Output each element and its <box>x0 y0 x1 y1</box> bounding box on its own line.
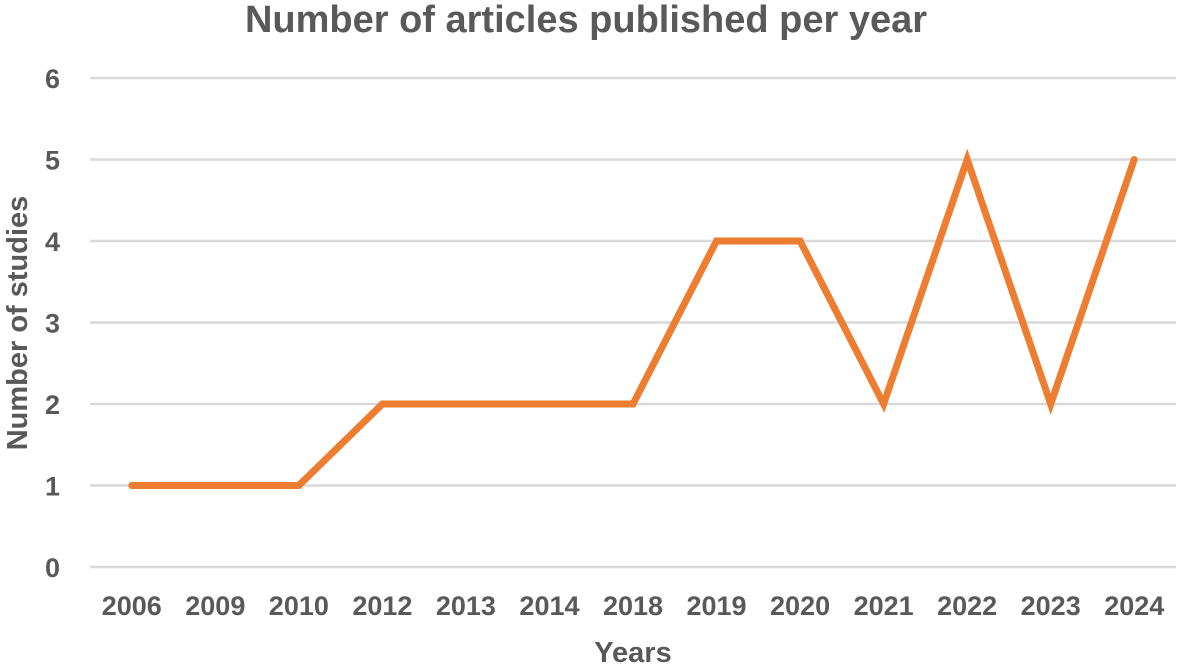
x-tick-label: 2021 <box>854 591 914 621</box>
x-tick-label: 2024 <box>1104 591 1164 621</box>
y-axis-ticks: 0 1 2 3 4 5 6 <box>45 64 60 583</box>
y-tick-label: 1 <box>45 472 60 502</box>
data-point <box>713 237 721 245</box>
y-axis-label: Number of studies <box>2 196 34 451</box>
data-point <box>963 156 971 163</box>
x-tick-label: 2020 <box>770 591 830 621</box>
x-tick-label: 2012 <box>352 591 412 621</box>
series-layer <box>128 148 1138 489</box>
data-point <box>128 482 136 489</box>
data-point <box>545 400 553 408</box>
y-tick-label: 0 <box>45 553 60 583</box>
y-tick-label: 6 <box>45 64 60 94</box>
data-point <box>880 400 888 408</box>
data-point <box>1047 400 1055 408</box>
data-point <box>211 482 219 489</box>
x-tick-label: 2018 <box>603 591 663 621</box>
x-tick-label: 2022 <box>937 591 997 621</box>
x-tick-label: 2013 <box>436 591 496 621</box>
data-point <box>796 237 804 245</box>
x-axis-ticks: 2006 2009 2010 2012 2013 2014 2018 2019 2020 2021… <box>102 591 1165 621</box>
x-tick-label: 2014 <box>519 591 579 621</box>
x-axis-label: Years <box>594 637 671 667</box>
x-tick-label: 2019 <box>686 591 746 621</box>
data-point <box>295 482 303 489</box>
data-point <box>378 400 386 408</box>
x-tick-label: 2023 <box>1021 591 1081 621</box>
data-point <box>462 400 470 408</box>
data-point <box>629 400 637 408</box>
x-tick-label: 2009 <box>185 591 245 621</box>
y-tick-label: 5 <box>45 146 60 176</box>
x-tick-label: 2006 <box>102 591 162 621</box>
x-tick-label: 2010 <box>269 591 329 621</box>
y-tick-label: 2 <box>45 390 60 420</box>
y-tick-label: 4 <box>45 227 60 257</box>
chart-title: Number of articles published per year <box>245 0 927 41</box>
gridlines <box>90 76 1176 569</box>
data-point <box>1130 156 1138 163</box>
y-tick-label: 3 <box>45 309 60 339</box>
